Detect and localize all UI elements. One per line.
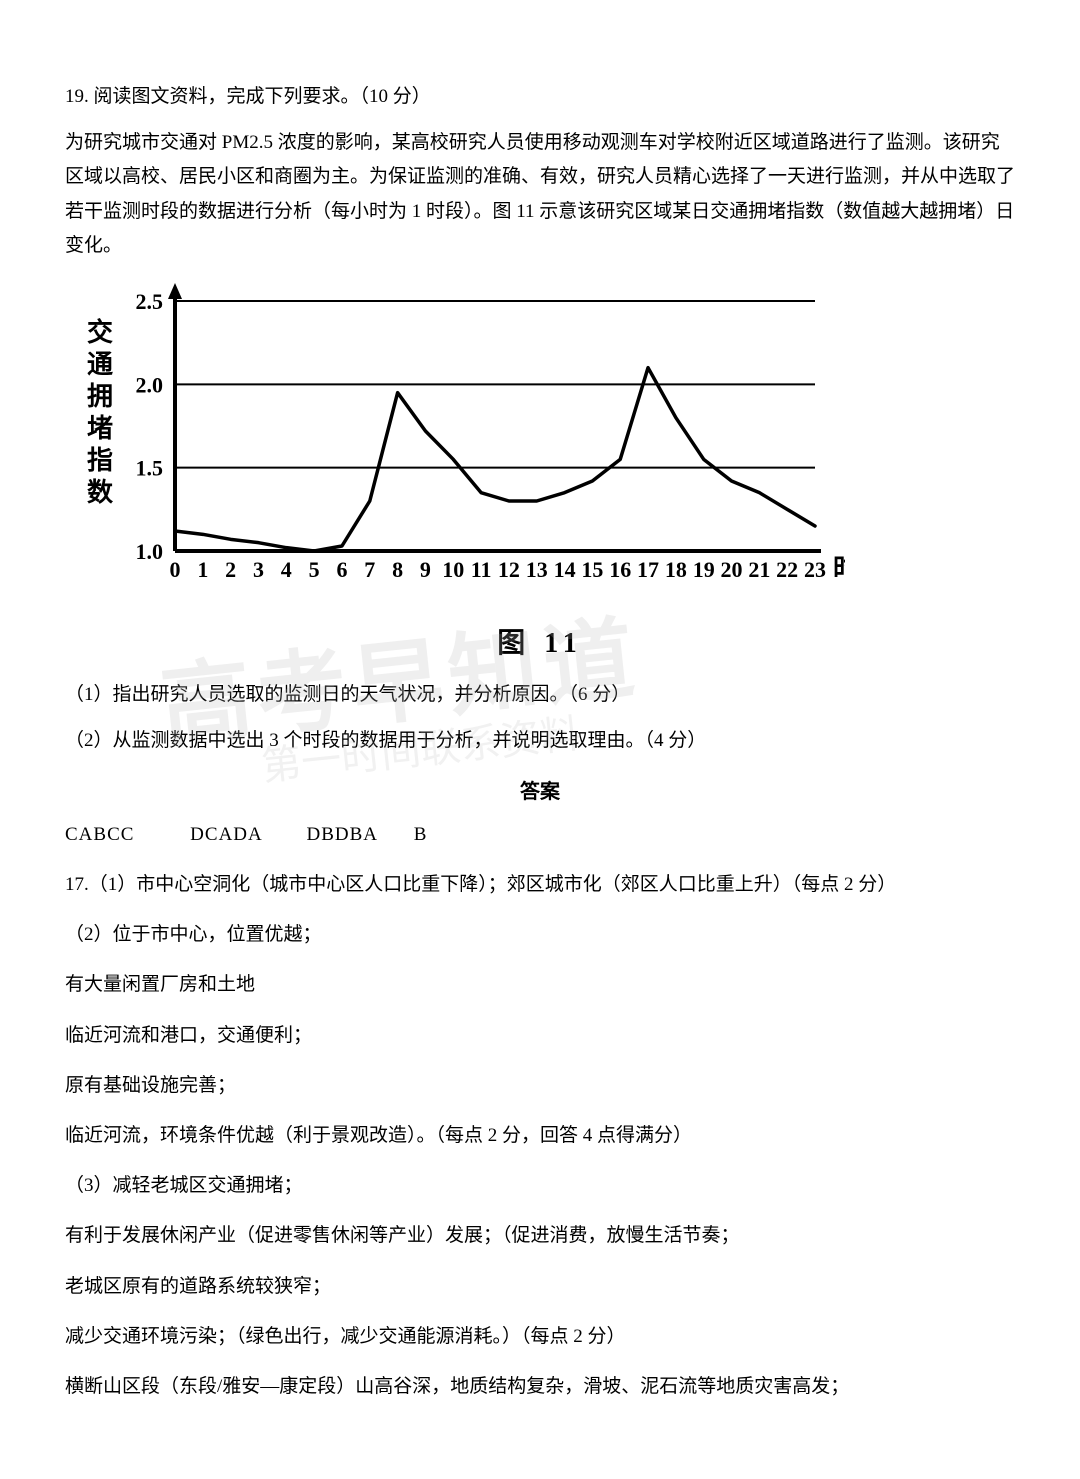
answer-17-2c: 临近河流和港口，交通便利； — [65, 1019, 1015, 1053]
svg-text:0: 0 — [170, 557, 181, 582]
svg-text:1: 1 — [197, 557, 208, 582]
svg-text:交: 交 — [87, 317, 113, 347]
svg-text:22: 22 — [776, 557, 798, 582]
svg-text:时: 时 — [833, 554, 845, 583]
svg-text:21: 21 — [748, 557, 770, 582]
svg-text:2.5: 2.5 — [136, 289, 164, 314]
svg-text:20: 20 — [721, 557, 743, 582]
answer-17-3b: 有利于发展休闲产业（促进零售休闲等产业）发展；（促进消费，放慢生活节奏； — [65, 1219, 1015, 1253]
svg-text:拥: 拥 — [87, 382, 113, 411]
svg-text:12: 12 — [498, 557, 520, 582]
answer-17-3d: 减少交通环境污染；（绿色出行，减少交通能源消耗。）（每点 2 分） — [65, 1320, 1015, 1354]
answer-17-2b: 有大量闲置厂房和土地 — [65, 968, 1015, 1002]
question-number: 19. 阅读图文资料，完成下列要求。（10 分） — [65, 80, 1015, 114]
svg-text:13: 13 — [526, 557, 548, 582]
choice-group-4: B — [414, 824, 428, 845]
svg-text:2.0: 2.0 — [136, 372, 164, 397]
answer-17-1: 17.（1）市中心空洞化（城市中心区人口比重下降）；郊区城市化（郊区人口比重上升… — [65, 868, 1015, 902]
svg-text:19: 19 — [693, 557, 715, 582]
svg-text:1.0: 1.0 — [136, 539, 164, 564]
choice-answers: CABCC DCADA DBDBA B — [65, 818, 1015, 852]
svg-text:16: 16 — [609, 557, 631, 582]
svg-text:17: 17 — [637, 557, 659, 582]
svg-text:通: 通 — [87, 350, 113, 379]
sub-question-2: （2）从监测数据中选出 3 个时段的数据用于分析，并说明选取理由。（4 分） — [65, 724, 1015, 758]
traffic-chart: 1.01.52.02.50123456789101112131415161718… — [65, 281, 1015, 670]
choice-group-1: CABCC — [65, 824, 134, 845]
svg-text:10: 10 — [442, 557, 464, 582]
answer-17-3a: （3）减轻老城区交通拥堵； — [65, 1169, 1015, 1203]
svg-text:23: 23 — [804, 557, 826, 582]
svg-text:数: 数 — [87, 478, 114, 507]
answer-17-2e: 临近河流，环境条件优越（利于景观改造）。（每点 2 分，回答 4 点得满分） — [65, 1119, 1015, 1153]
answer-header: 答案 — [65, 774, 1015, 810]
svg-text:3: 3 — [253, 557, 264, 582]
line-chart-svg: 1.01.52.02.50123456789101112131415161718… — [65, 281, 845, 601]
svg-text:14: 14 — [554, 557, 576, 582]
choice-group-3: DBDBA — [306, 824, 378, 845]
answer-17-2a: （2）位于市中心，位置优越； — [65, 918, 1015, 952]
question-body: 为研究城市交通对 PM2.5 浓度的影响，某高校研究人员使用移动观测车对学校附近… — [65, 126, 1015, 263]
svg-text:18: 18 — [665, 557, 687, 582]
svg-text:4: 4 — [281, 557, 292, 582]
svg-text:5: 5 — [309, 557, 320, 582]
svg-text:8: 8 — [392, 557, 403, 582]
sub-question-1: （1）指出研究人员选取的监测日的天气状况，并分析原因。（6 分） — [65, 678, 1015, 712]
svg-text:7: 7 — [364, 557, 375, 582]
svg-text:1.5: 1.5 — [136, 456, 164, 481]
svg-text:2: 2 — [225, 557, 236, 582]
svg-text:15: 15 — [581, 557, 603, 582]
svg-text:11: 11 — [471, 557, 492, 582]
svg-text:堵: 堵 — [87, 414, 113, 443]
figure-caption: 图 11 — [65, 619, 1015, 669]
svg-text:9: 9 — [420, 557, 431, 582]
svg-text:指: 指 — [87, 446, 113, 475]
choice-group-2: DCADA — [190, 824, 263, 845]
svg-text:6: 6 — [336, 557, 347, 582]
answer-extra: 横断山区段（东段/雅安—康定段）山高谷深，地质结构复杂，滑坡、泥石流等地质灾害高… — [65, 1370, 1015, 1404]
answer-17-2d: 原有基础设施完善； — [65, 1069, 1015, 1103]
answer-17-3c: 老城区原有的道路系统较狭窄； — [65, 1270, 1015, 1304]
